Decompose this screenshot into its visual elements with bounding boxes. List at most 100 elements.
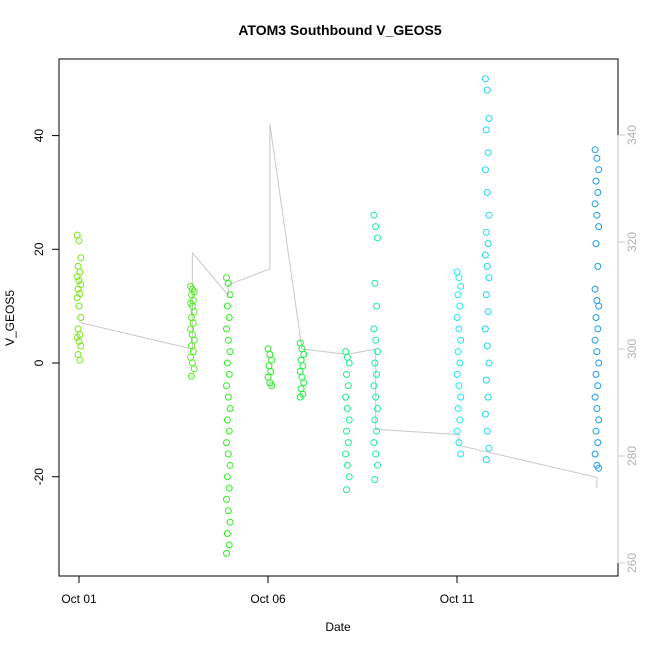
- y-tick-label: 0: [32, 359, 46, 366]
- data-point: [344, 382, 352, 390]
- data-point: [483, 262, 491, 270]
- data-point: [595, 223, 603, 231]
- data-point: [75, 237, 83, 245]
- data-point: [189, 319, 197, 327]
- data-point: [296, 393, 304, 401]
- data-point: [298, 373, 306, 381]
- x-tick-label: Oct 06: [250, 592, 286, 606]
- data-point: [188, 372, 195, 380]
- x-axis-label: Date: [325, 620, 351, 634]
- data-point: [226, 291, 234, 299]
- plot-frame: [58, 58, 619, 577]
- data-point: [595, 166, 603, 174]
- data-point: [296, 339, 304, 347]
- data-point: [75, 337, 83, 345]
- data-point: [372, 450, 380, 458]
- data-point: [370, 211, 378, 219]
- data-point: [485, 115, 493, 122]
- data-point: [223, 495, 230, 503]
- data-point: [374, 348, 381, 356]
- data-point: [73, 231, 81, 239]
- data-point: [371, 359, 379, 367]
- data-point: [593, 348, 601, 356]
- data-point: [592, 427, 600, 435]
- data-point: [374, 234, 381, 242]
- data-point: [300, 379, 308, 387]
- data-point: [223, 439, 230, 447]
- data-point: [485, 444, 493, 452]
- data-point: [373, 370, 381, 378]
- data-point: [344, 439, 352, 447]
- data-point: [74, 351, 82, 358]
- data-point: [74, 325, 82, 333]
- data-point: [454, 291, 462, 299]
- data-point: [484, 149, 492, 157]
- data-point: [77, 314, 85, 321]
- data-point: [226, 348, 234, 356]
- data-point: [226, 461, 234, 469]
- data-point: [188, 342, 195, 350]
- data-point: [481, 251, 489, 259]
- data-point: [371, 279, 379, 287]
- data-point: [593, 211, 601, 219]
- data-point: [299, 362, 307, 370]
- data-point: [343, 353, 351, 361]
- axes-layer: Oct 01 Oct 06 Oct 11 -20 0 20 40 260 280 300 320 34…: [32, 125, 639, 606]
- data-point: [482, 291, 490, 299]
- data-point: [77, 254, 85, 262]
- data-point: [224, 450, 232, 458]
- data-point: [591, 146, 599, 154]
- data-point: [594, 439, 602, 447]
- data-point: [300, 351, 308, 358]
- data-point: [223, 473, 231, 481]
- data-point: [483, 427, 491, 435]
- data-point: [595, 359, 603, 367]
- data-point: [265, 362, 273, 370]
- data-point: [373, 427, 381, 435]
- data-point: [593, 154, 601, 162]
- data-point: [223, 416, 231, 424]
- data-point: [483, 86, 491, 94]
- data-point: [188, 359, 196, 367]
- data-point: [453, 314, 461, 321]
- data-point: [225, 541, 233, 549]
- data-point: [453, 427, 461, 435]
- y2-tick-label: 300: [625, 339, 639, 359]
- data-point: [594, 189, 602, 196]
- data-point: [343, 405, 351, 412]
- data-point: [454, 348, 462, 356]
- data-point: [342, 393, 350, 401]
- data-point: [455, 382, 463, 390]
- data-point: [268, 356, 276, 364]
- data-point: [187, 353, 195, 361]
- data-point: [225, 370, 233, 378]
- data-point: [455, 274, 463, 282]
- y-axis-label: V_GEOS5: [3, 290, 17, 346]
- data-point: [485, 359, 493, 367]
- y2-tick-label: 320: [625, 232, 639, 252]
- data-point: [453, 370, 461, 378]
- data-point: [75, 277, 83, 285]
- data-point: [370, 439, 378, 447]
- data-point: [223, 549, 230, 557]
- data-point: [188, 314, 195, 321]
- data-point: [74, 262, 82, 270]
- data-point: [592, 240, 600, 248]
- data-point: [374, 461, 381, 469]
- data-point: [73, 333, 81, 341]
- data-point: [266, 351, 274, 358]
- data-point: [373, 302, 381, 310]
- data-point: [343, 461, 351, 469]
- data-point: [481, 166, 489, 174]
- data-point: [343, 370, 350, 378]
- data-point: [223, 359, 231, 367]
- data-point: [595, 464, 603, 472]
- data-point: [223, 302, 231, 310]
- data-point: [226, 405, 234, 412]
- data-point: [456, 302, 464, 310]
- data-point: [190, 308, 198, 316]
- y-tick-label: 20: [32, 242, 46, 256]
- data-point: [482, 456, 490, 464]
- data-point: [455, 439, 463, 447]
